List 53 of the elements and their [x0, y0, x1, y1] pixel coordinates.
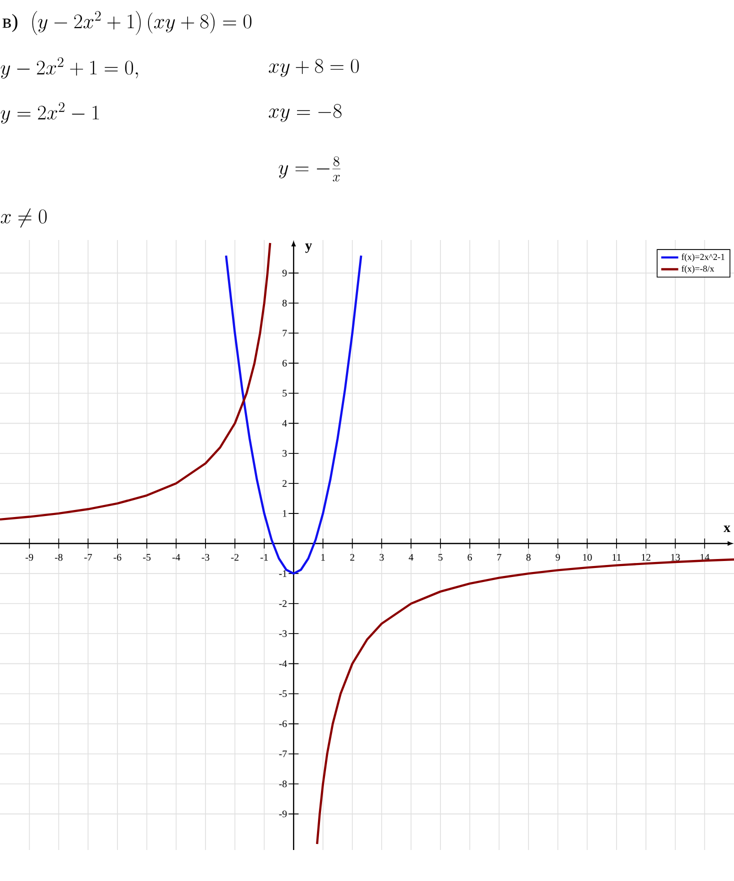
x-axis-title: x — [724, 526, 730, 532]
y-tick-label: -5 — [279, 690, 287, 698]
legend-label: f(x)=-8/x — [682, 265, 714, 274]
x-tick-label: -2 — [231, 554, 238, 561]
y-tick-label: 6 — [282, 360, 287, 367]
y-tick-label: 3 — [282, 450, 287, 457]
y-tick-label: 9 — [282, 270, 287, 276]
x-tick-label: -8 — [54, 554, 62, 561]
y-tick-label: -7 — [279, 750, 287, 758]
x-tick-label: -6 — [114, 554, 122, 561]
x-tick-label: -7 — [84, 554, 92, 561]
x-tick-label: 6 — [468, 554, 472, 561]
text: $x\neq 0$ — [0, 208, 47, 228]
text: в) — [2, 14, 18, 32]
x-tick-label: -9 — [26, 554, 34, 561]
y-axis-title: y — [305, 244, 312, 253]
x-tick-label: 9 — [556, 554, 560, 561]
y-tick-label: 4 — [282, 420, 287, 427]
x-tick-label: 11 — [612, 554, 621, 561]
y-tick-label: -3 — [279, 630, 287, 637]
y-tick-label: 1 — [282, 510, 287, 517]
y-tick-label: -2 — [279, 600, 287, 607]
x-tick-label: -1 — [260, 554, 268, 561]
x-tick-label: 12 — [642, 554, 650, 561]
y-tick-label: 7 — [282, 330, 287, 336]
x-tick-label: 2 — [350, 554, 354, 561]
text: $xy=-8$ — [268, 104, 342, 122]
y-tick-label: -6 — [279, 720, 287, 728]
y-tick-label: 2 — [282, 480, 287, 487]
text: $xy+8=0$ — [268, 58, 359, 77]
y-tick-label: -4 — [279, 660, 287, 667]
x-tick-label: -5 — [143, 554, 151, 561]
text: $y-2x^2+1=0,$ — [0, 57, 138, 79]
text: $y=-\frac{8}{x}$ — [278, 156, 340, 182]
legend-label: f(x)=2x^2-1 — [682, 254, 724, 262]
x-tick-label: 8 — [526, 554, 531, 561]
y-tick-label: -1 — [279, 570, 287, 577]
x-tick-label: 4 — [408, 554, 414, 561]
x-tick-label: -4 — [172, 554, 180, 561]
x-tick-label: 10 — [583, 554, 592, 561]
x-tick-label: -3 — [202, 554, 210, 561]
x-tick-label: 13 — [671, 554, 680, 561]
y-tick-label: 5 — [282, 390, 287, 397]
x-tick-label: 5 — [438, 554, 443, 561]
text: $y=2x^2-1$ — [0, 102, 99, 124]
x-tick-label: 3 — [380, 554, 384, 561]
x-tick-label: 1 — [321, 554, 325, 561]
y-tick-label: -9 — [279, 810, 287, 818]
x-tick-label: 7 — [497, 554, 502, 561]
y-tick-label: 8 — [282, 300, 287, 306]
text: $\left(y-2x^2+1\right)(xy+8)=0$ — [32, 11, 252, 35]
line-series — [224, 254, 362, 575]
y-tick-label: -8 — [279, 780, 287, 788]
